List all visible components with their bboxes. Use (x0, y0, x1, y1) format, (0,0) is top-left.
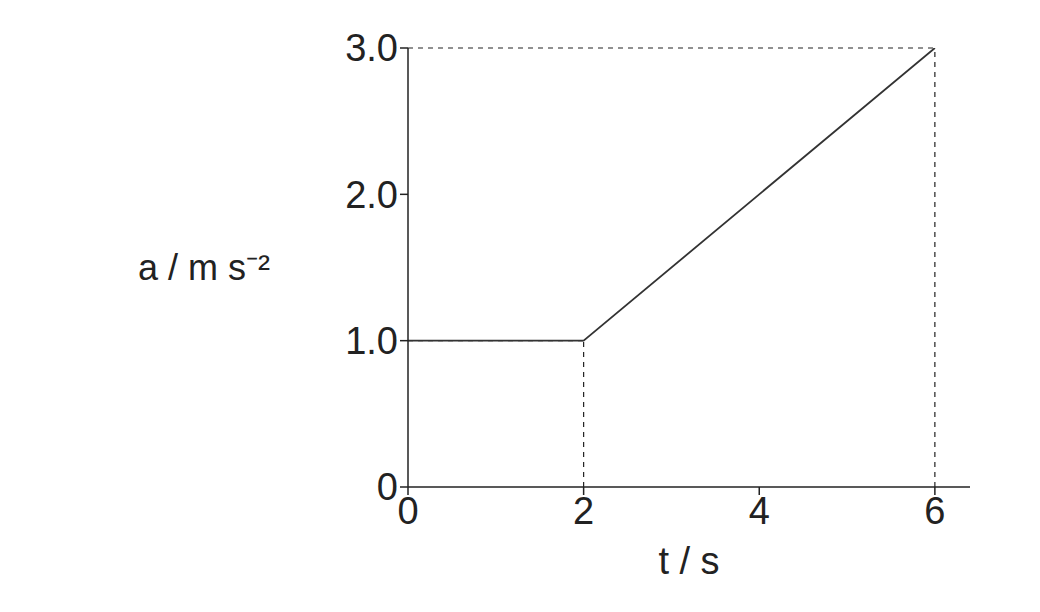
svg-text:4: 4 (749, 490, 770, 532)
svg-text:1.0: 1.0 (345, 320, 398, 362)
svg-text:t / s: t / s (658, 540, 719, 582)
svg-text:2.0: 2.0 (345, 174, 398, 216)
svg-text:a / m s⁻²: a / m s⁻² (138, 247, 270, 288)
svg-text:2: 2 (573, 490, 594, 532)
svg-text:0: 0 (377, 466, 398, 508)
svg-text:6: 6 (924, 490, 945, 532)
svg-text:0: 0 (397, 490, 418, 532)
svg-text:3.0: 3.0 (345, 27, 398, 69)
